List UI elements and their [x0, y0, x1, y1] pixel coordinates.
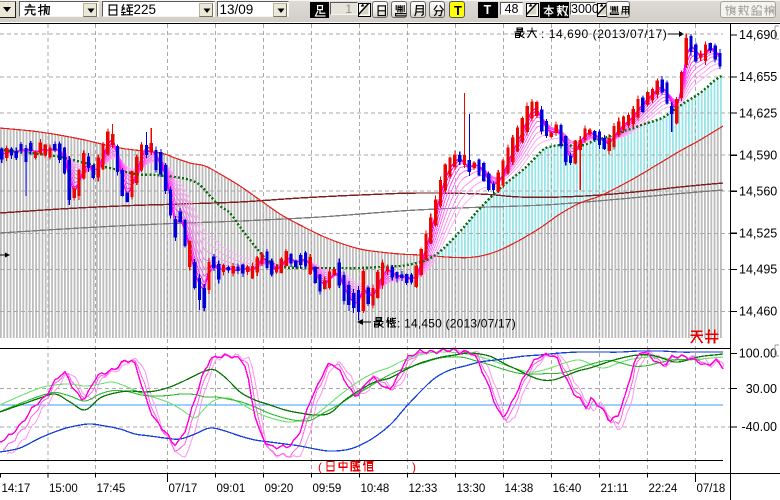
svg-text:14:17: 14:17 [2, 483, 31, 495]
svg-text:-40.00: -40.00 [742, 420, 777, 434]
svg-text:14,590: 14,590 [739, 148, 777, 162]
svg-text:30.00: 30.00 [746, 382, 777, 396]
svg-text:14:38: 14:38 [505, 483, 534, 495]
svg-text:: 14,450 (2013/07/17): : 14,450 (2013/07/17) [397, 317, 516, 331]
svg-text:14,625: 14,625 [739, 106, 777, 120]
svg-text:): ) [412, 460, 416, 474]
svg-text:14,655: 14,655 [739, 70, 777, 84]
svg-text:22:24: 22:24 [649, 483, 678, 495]
svg-text:17:45: 17:45 [97, 483, 126, 495]
svg-text:14,525: 14,525 [739, 227, 777, 241]
svg-text:: 14,690 (2013/07/17): : 14,690 (2013/07/17) [541, 27, 667, 41]
svg-text:09:01: 09:01 [217, 483, 246, 495]
svg-text:14,690: 14,690 [739, 28, 777, 42]
svg-text:16:40: 16:40 [553, 483, 582, 495]
svg-text:14,560: 14,560 [739, 184, 777, 198]
svg-text:12:33: 12:33 [409, 483, 438, 495]
svg-text:07/17: 07/17 [169, 483, 198, 495]
svg-text:10:48: 10:48 [361, 483, 390, 495]
svg-text:14,495: 14,495 [739, 263, 777, 277]
svg-text:13:30: 13:30 [457, 483, 486, 495]
svg-text:09:20: 09:20 [265, 483, 294, 495]
svg-text:07/18: 07/18 [697, 483, 726, 495]
svg-text:(: ( [318, 460, 322, 474]
svg-text:15:00: 15:00 [49, 483, 78, 495]
svg-text:100.00: 100.00 [739, 347, 777, 361]
svg-text:14,460: 14,460 [739, 305, 777, 319]
svg-text:09:59: 09:59 [313, 483, 342, 495]
svg-text:21:11: 21:11 [601, 483, 629, 495]
